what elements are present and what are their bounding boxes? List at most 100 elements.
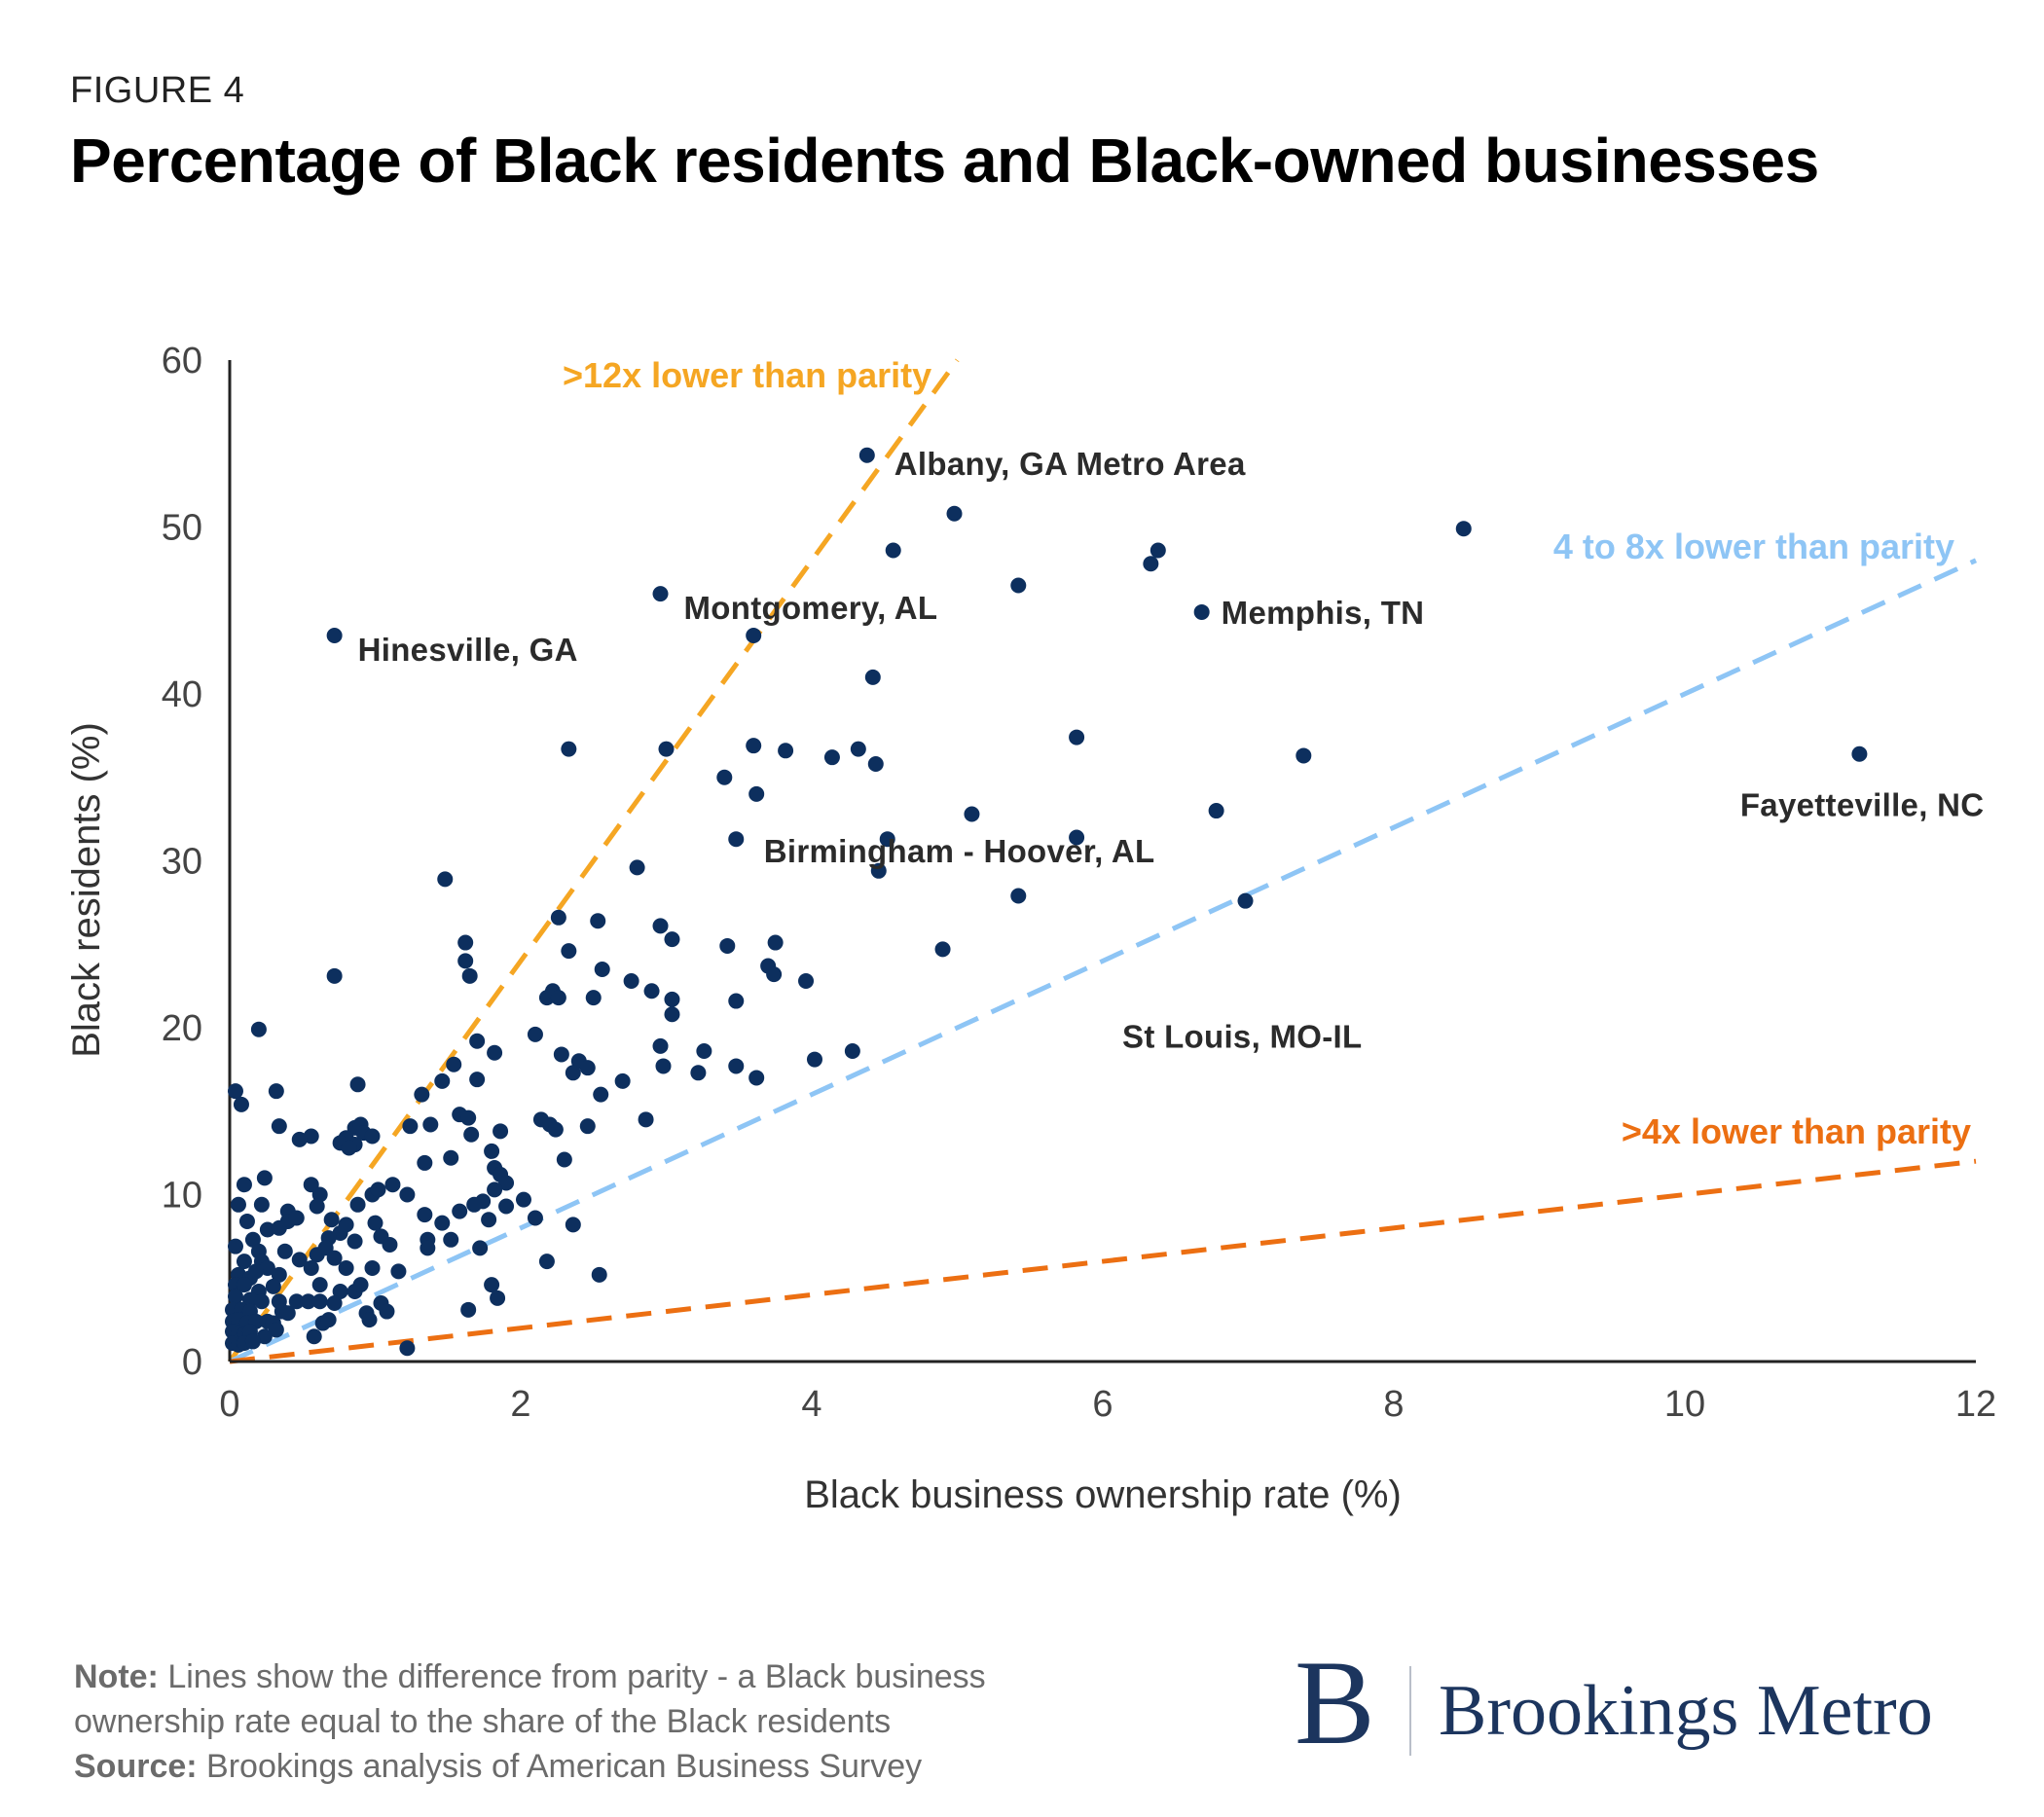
data-point [585,990,602,1006]
data-point [1296,747,1312,764]
chart-title: Percentage of Black residents and Black-… [70,126,1819,196]
data-point [550,990,566,1006]
data-point [798,972,815,989]
y-tick-label: 30 [162,842,202,883]
data-point [658,741,675,757]
data-point [716,769,733,785]
data-point [443,1231,459,1248]
data-point [309,1198,325,1215]
data-point [484,1143,500,1159]
x-tick-label: 12 [1955,1384,1996,1425]
data-point [244,1231,261,1248]
scatter-chart: 0 2 4 6 8 10 12 0 10 20 30 40 50 60 >12x lower than … [65,341,1996,1516]
reference-line-label: >4x lower than parity [1622,1111,1971,1151]
data-point [303,1177,319,1193]
data-point [481,1212,497,1228]
data-point [311,1186,328,1203]
data-point [460,1301,477,1318]
data-point [352,1277,369,1293]
data-point [384,1177,401,1193]
data-point [317,1240,334,1256]
reference-line-label: 4 to 8x lower than parity [1553,527,1954,566]
note-text: Lines show the difference from parity - … [74,1658,986,1740]
data-point [253,1293,270,1310]
source-line: Source: Brookings analysis of American B… [74,1744,1145,1789]
data-point [469,1033,486,1049]
data-point [326,967,343,984]
point-annotation: Birmingham - Hoover, AL [764,833,1155,869]
data-point [1208,803,1224,819]
data-point [556,1151,572,1168]
y-tick-label: 0 [182,1342,202,1383]
data-point [469,1072,486,1088]
data-point [1143,556,1159,572]
data-point [417,1207,433,1223]
data-point [870,862,887,879]
data-point [728,1058,745,1074]
brookings-metro-logo: B Brookings Metro [1295,1636,1995,1771]
data-point [1010,888,1027,904]
data-point [643,983,660,999]
data-point [414,1086,430,1103]
data-point [256,1328,273,1345]
x-tick-label: 4 [801,1384,821,1425]
data-point [565,1217,581,1233]
data-point [326,1250,343,1266]
data-point [399,1340,416,1357]
data-point [498,1175,515,1191]
data-point [241,1291,258,1308]
data-point [434,1072,451,1089]
data-point [288,1210,305,1226]
data-point [236,1277,252,1293]
data-point [879,831,895,848]
data-point [748,785,765,802]
data-point [487,1181,503,1198]
data-point [256,1170,273,1186]
data-point [946,505,963,522]
data-point [850,741,866,757]
x-tick-labels: 0 2 4 6 8 10 12 [219,1384,1996,1425]
data-point [417,1154,433,1171]
brand-divider [1409,1666,1411,1756]
data-point [265,1278,281,1294]
data-point [332,1283,348,1299]
data-point [291,1252,308,1268]
figure-label: FIGURE 4 [70,70,245,111]
data-point [230,1196,246,1213]
note-line: Note: Lines show the difference from par… [74,1654,1145,1744]
data-point [864,669,881,685]
data-point [457,934,474,951]
point-annotation: Albany, GA Metro Area [894,446,1246,482]
reference-lines [227,358,1978,1364]
data-point [594,961,610,977]
data-point [227,1238,243,1254]
reference-line-labels: >12x lower than parity 4 to 8x lower than… [563,355,1971,1151]
data-point [1150,542,1166,559]
brand-mark: B [1295,1636,1375,1769]
reference-line [228,558,1978,1364]
data-point [934,941,951,958]
data-point [1069,829,1085,846]
data-points [224,447,1868,1357]
data-point [311,1293,328,1310]
data-point [591,1266,607,1283]
data-point [271,1118,287,1135]
data-point [300,1293,316,1310]
data-point [690,1065,707,1081]
data-point [590,913,606,929]
data-point [247,1263,264,1280]
data-point [664,991,680,1007]
data-point [1851,745,1868,762]
data-point [253,1196,270,1213]
data-point [288,1293,305,1310]
data-point [306,1328,322,1345]
data-point [778,743,794,759]
data-point [748,1070,765,1086]
data-point [457,953,474,969]
data-point [236,1254,252,1270]
x-axis-label: Black business ownership rate (%) [804,1473,1402,1516]
data-point [399,1186,416,1203]
source-label: Source: [74,1748,198,1785]
data-point [561,943,577,960]
data-point [696,1043,712,1060]
